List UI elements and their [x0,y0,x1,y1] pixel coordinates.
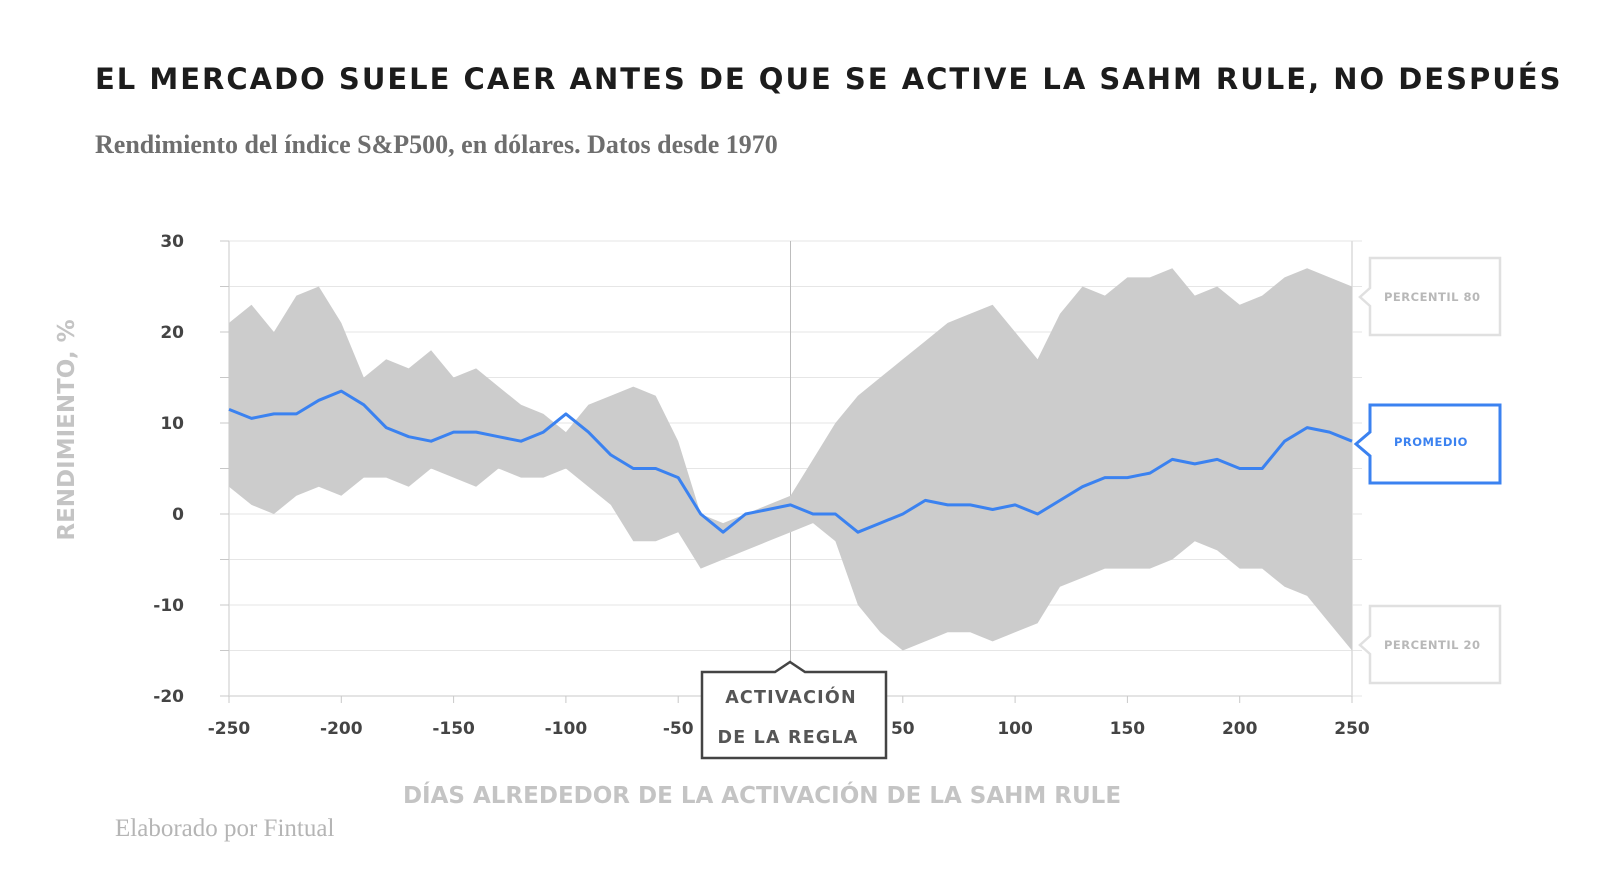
callout-mean-label: PROMEDIO [1394,435,1468,449]
callout-p80-label: PERCENTIL 80 [1384,290,1481,304]
mean-line [228,389,1353,534]
y-axis-label: RENDIMIENTO, % [54,319,80,540]
x-tick-label: 250 [1334,719,1370,739]
activation-line2: DE LA REGLA [717,728,858,748]
callout-p20-box [1358,604,1502,685]
chart-title: EL MERCADO SUELE CAER ANTES DE QUE SE AC… [95,62,1563,96]
chart-subtitle: Rendimiento del índice S&P500, en dólare… [95,130,778,159]
y-tick-label: 10 [160,414,184,434]
callout-p80-box [1358,256,1502,337]
x-tick-labels: -250 -200 -150 -100 -50 50 100 150 200 250 [208,719,1370,739]
x-axis-label: DÍAS ALREDEDOR DE LA ACTIVACIÓN DE LA SA… [403,781,1121,809]
y-tick-label: 0 [172,505,184,525]
callout-p80: PERCENTIL 80 [1358,256,1502,337]
x-tick-label: 50 [891,719,915,739]
x-tick-label: -150 [432,719,475,739]
y-tick-label: -10 [153,596,184,616]
x-tick-label: -50 [663,719,694,739]
y-tick-label: 20 [160,323,184,343]
x-tick-label: -250 [208,719,251,739]
callout-mean: PROMEDIO [1353,403,1502,485]
x-tick-label: -200 [320,719,363,739]
credit-footer: Elaborado por Fintual [115,815,335,842]
x-tick-label: 200 [1222,719,1258,739]
y-tick-labels: 30 20 10 0 -10 -20 [153,232,184,707]
y-tick-label: -20 [153,687,184,707]
activation-annotation: ACTIVACIÓN DE LA REGLA [700,660,888,760]
y-tick-label: 30 [160,232,184,252]
percentile-band [229,268,1352,651]
callout-p20-label: PERCENTIL 20 [1384,638,1481,652]
activation-box [700,660,888,760]
activation-line1: ACTIVACIÓN [725,686,857,708]
x-tick-label: -100 [545,719,588,739]
x-tick-label: 150 [1110,719,1146,739]
callout-p20: PERCENTIL 20 [1358,604,1502,685]
x-tick-label: 100 [997,719,1033,739]
callout-mean-box [1353,403,1502,485]
